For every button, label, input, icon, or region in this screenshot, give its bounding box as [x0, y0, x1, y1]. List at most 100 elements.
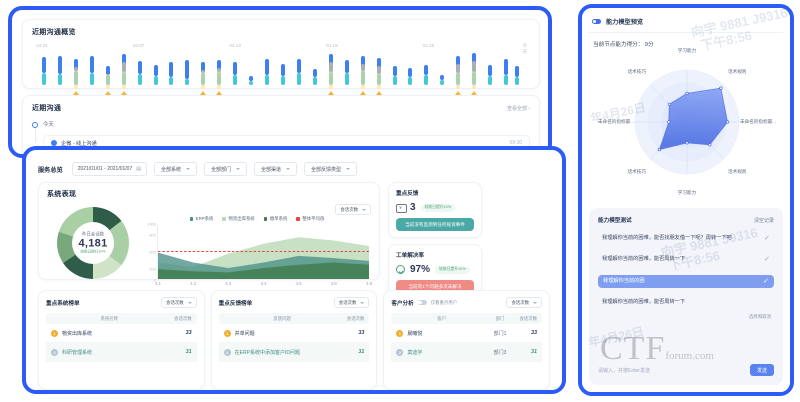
key-user-toggle-label: 仅看重点用户 [430, 299, 458, 305]
chevron-down-icon [533, 301, 538, 304]
table-header: 客户分析 仅看重点用户 会话次数 [391, 297, 543, 308]
radar-axis-label: 话术技巧 [627, 169, 646, 175]
overview-bar-blue [504, 59, 509, 75]
overview-bar-cyan [392, 76, 397, 85]
radar-chart: 学习能力 话术规则 未命名的指标最... 话术规则 学习能力 话术技巧 未命名的指标最...… [589, 48, 785, 198]
clear-history-button[interactable]: 清空记录 [753, 217, 774, 224]
pill-toggle-icon[interactable] [592, 19, 601, 24]
column-label: 部门 [495, 315, 505, 321]
column-label: 客户 [437, 315, 447, 321]
overview-bar-amber [217, 68, 222, 89]
area-chart-plot: 0 200 500 800 1000 4.1 4.2 4.3 4.4 4.5 4.8 4.9 [147, 222, 372, 286]
overview-bar-amber [328, 62, 333, 89]
radar-point [657, 147, 662, 152]
legend-item: 缴单系统 [263, 216, 287, 222]
dashboard-title: 服务总览 [38, 166, 63, 174]
overview-axis-label: 04.25 [422, 43, 435, 48]
department-filter[interactable]: 全部部门 [204, 162, 248, 176]
channel-filter[interactable]: 全部渠道 [254, 162, 298, 176]
overview-bar-amber [360, 64, 365, 89]
overview-bar-cyan [185, 79, 190, 85]
row-value: 31 [531, 349, 538, 355]
radar-point [708, 143, 712, 147]
table-metric-select[interactable]: 会话次数 [161, 297, 197, 308]
metric-select[interactable]: 会话次数 [335, 204, 371, 215]
recent-title: 近期沟通 [32, 105, 62, 112]
overview-axis-label: 04.19 [326, 43, 338, 48]
overview-bar-blue [105, 66, 110, 75]
recent-header: 近期沟通 查看全部 › [32, 103, 530, 113]
overview-bar-cyan [515, 77, 520, 85]
overview-bar-cyan [312, 77, 317, 85]
row-department: 部门3 [493, 349, 507, 356]
overview-axis-label: 04.07 [132, 43, 145, 48]
table-row[interactable]: 2 科研管理系统 31 [46, 343, 197, 362]
chevron-down-icon [187, 301, 192, 304]
check-icon[interactable]: ✓ [764, 235, 770, 242]
capability-header: 能力模型预览 [589, 15, 783, 33]
chat-message[interactable]: 我理解你当前的困 ✓ [598, 274, 774, 289]
overview-bar-amber [73, 67, 78, 89]
overview-bar-cyan [89, 73, 94, 85]
kpi-card-column: 重点反馈 3 较前日提升10% 当前没有监测到任何投诉事件 工单解决率 97% … [388, 182, 482, 306]
radar-point [667, 120, 671, 124]
radar-point [719, 86, 723, 90]
table-metric-select[interactable]: 会话次数 [506, 297, 543, 308]
chat-message[interactable]: 我理解你当前的困难，能否周转一下 [598, 297, 774, 309]
overview-axis-label: 今天 [522, 43, 528, 54]
overview-bar-amber [121, 62, 126, 89]
x-axis-tick: 4.8 [330, 280, 337, 286]
chat-message[interactable]: 我理解你当前的困难，能否找朋友借一下呢？周转一下吧 ✓ [598, 233, 774, 245]
check-icon[interactable]: ✓ [764, 255, 770, 263]
recent-communication-card: 近期沟通 查看全部 › 今天 企微 - 线上沟通 09:30 [22, 95, 540, 154]
radar-point [725, 120, 730, 124]
donut-value: 4,181 [78, 237, 108, 250]
overview-axis-label: 04.01 [36, 43, 48, 48]
overview-bar-blue [392, 66, 397, 76]
view-all-link[interactable]: 查看全部 › [506, 105, 530, 112]
ticket-rate-row: 97% 较前日提升10% [396, 264, 474, 275]
overview-bar-blue [89, 56, 94, 73]
overview-bar-cyan [424, 75, 429, 85]
table-row[interactable]: 1 物资出库系统 33 [46, 324, 197, 343]
overview-axis: 04.01 04.07 04.13 04.19 04.25 今天 [32, 43, 530, 54]
key-feedback-banner: 当前没有监测到任何投诉事件 [396, 218, 474, 231]
check-icon[interactable]: ✓ [763, 277, 769, 285]
overview-bar-amber [376, 66, 381, 89]
overview-alert-marker-icon [216, 91, 223, 95]
table-row[interactable]: 1 并单问题 33 [218, 324, 370, 343]
legend-item: 物资出库系统 [222, 216, 255, 222]
table-row[interactable]: 1 晨曦悦 部门1 33 [391, 324, 543, 343]
x-axis-tick: 4.2 [190, 280, 197, 286]
calendar-icon: ▤ [136, 166, 141, 172]
date-range-picker[interactable]: 2021/01/01 - 2021/01/07 ▤ [71, 162, 147, 176]
overview-bar-amber [456, 64, 461, 89]
x-axis-tick: 4.4 [260, 280, 267, 286]
overview-bar-cyan [169, 77, 174, 85]
send-button[interactable]: 发送 [749, 364, 774, 376]
feedback-type-filter[interactable]: 全部反馈类型 [304, 162, 358, 176]
chat-message[interactable]: 我理解你当前的困难，能否周转一下 ✓ [598, 254, 774, 266]
table-metric-select[interactable]: 会话次数 [333, 297, 370, 308]
check-circle-icon [396, 265, 405, 274]
overview-alert-marker-icon [471, 91, 478, 95]
table-row[interactable]: 2 莫迪宇 部门3 31 [391, 343, 543, 362]
chat-input-placeholder: 请输入，并按Enter发送 [598, 367, 650, 374]
table-row[interactable]: 2 在ERP系统中添加客户ID问题 31 [218, 343, 370, 362]
capability-panel: 能力模型预览 当前节点能力得分： 9分 学习能力 话术规则 未命名的指标最... 话术… [582, 8, 790, 392]
overview-bar-blue [137, 61, 142, 74]
overview-bar-amber [201, 70, 206, 89]
legend-item: 整体平均值 [296, 216, 324, 222]
ranking-table: 重点反馈榜单 会话次数 反馈问题 会话次数 1 并单问题 33 2 在ERP系统中添加客户ID问… [210, 290, 378, 390]
key-user-toggle[interactable] [417, 300, 427, 305]
overview-bar-blue [233, 62, 238, 75]
overview-alert-marker-icon [72, 91, 79, 95]
system-performance-title: 系统表现 [47, 191, 77, 198]
timeline-dot-icon [32, 121, 38, 128]
row-name: 晨曦悦 [407, 330, 423, 337]
chat-input-bar[interactable]: 请输入，并按Enter发送 发送 [598, 364, 774, 376]
chat-message-text: 我理解你当前的困难，能否找朋友借一下呢？周转一下吧 [602, 235, 732, 241]
row-name: 莫迪宇 [407, 349, 423, 356]
key-feedback-title: 重点反馈 [396, 191, 419, 197]
system-filter[interactable]: 全部系统 [153, 162, 197, 176]
